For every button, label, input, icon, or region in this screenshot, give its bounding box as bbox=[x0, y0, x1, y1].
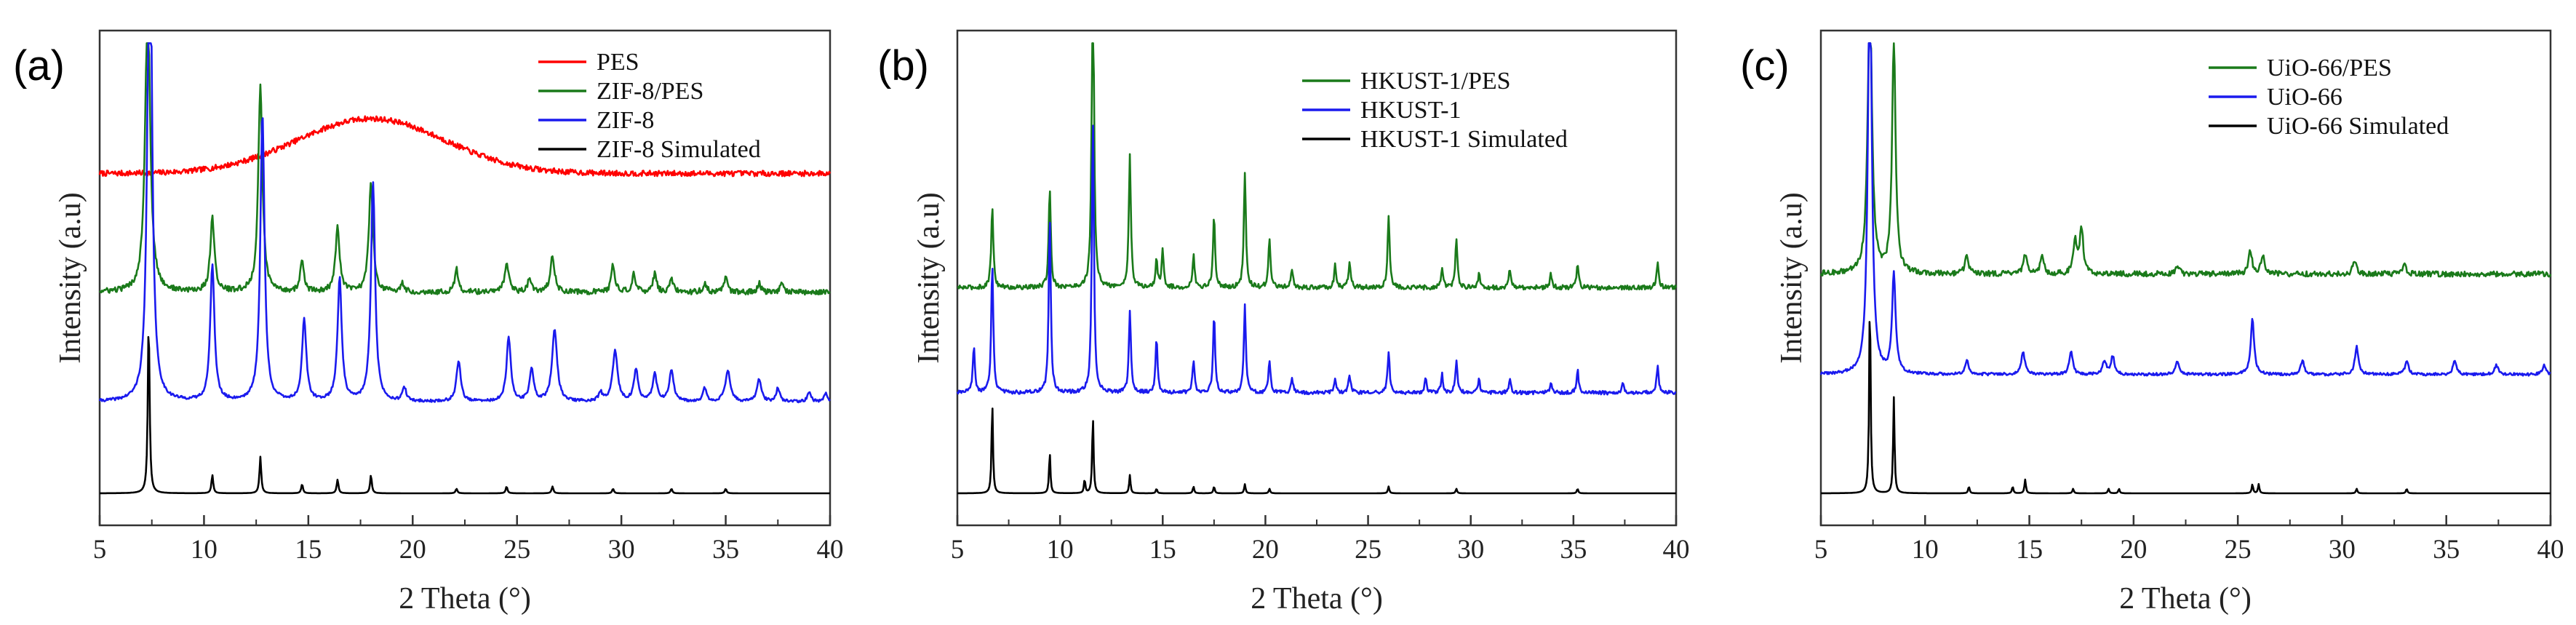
panel-a-legend-label: PES bbox=[597, 49, 639, 76]
panel-c-x-tick-label: 10 bbox=[1912, 535, 1939, 565]
panel-a-x-axis: 5 10 15 20 25 30 35 40 bbox=[93, 515, 844, 565]
panel-b-label: (b) bbox=[877, 42, 929, 89]
panel-c-plot-area bbox=[1819, 42, 2552, 495]
panel-c-x-axis-title: 2 Theta (°) bbox=[2119, 582, 2252, 616]
panel-a-plot-area bbox=[98, 42, 832, 495]
panel-b-frame bbox=[956, 29, 1678, 527]
panel-a-x-axis-title: 2 Theta (°) bbox=[399, 582, 531, 616]
panel-b-legend-label: HKUST-1 Simulated bbox=[1360, 126, 1568, 153]
panel-b-x-tick-label: 15 bbox=[1149, 535, 1176, 565]
panel-c-legend-label: UiO-66 Simulated bbox=[2267, 113, 2449, 140]
panel-c-legend-label: UiO-66/PES bbox=[2267, 55, 2392, 81]
panel-b-legend-label: HKUST-1/PES bbox=[1360, 68, 1511, 95]
panel-a-legend-label: ZIF-8 Simulated bbox=[597, 136, 761, 163]
panel-a-series-pes bbox=[98, 115, 832, 178]
panel-b-x-tick-label: 10 bbox=[1047, 535, 1074, 565]
panel-c-x-tick-label: 5 bbox=[1814, 535, 1828, 565]
panel-b-x-tick-label: 40 bbox=[1663, 535, 1690, 565]
panel-a-y-axis-title: Intensity (a.u) bbox=[54, 192, 87, 364]
panel-a-legend-label: ZIF-8/PES bbox=[597, 78, 703, 105]
panel-c-x-tick-label: 35 bbox=[2433, 535, 2460, 565]
panel-c-legend-label: UiO-66 bbox=[2267, 84, 2342, 111]
panel-a-frame bbox=[98, 29, 832, 527]
panel-a-x-tick-label: 5 bbox=[93, 535, 107, 565]
panel-a-legend-label: ZIF-8 bbox=[597, 107, 654, 134]
panel-b-x-tick-label: 5 bbox=[951, 535, 965, 565]
panel-b-series-hkust-1 bbox=[956, 124, 1677, 396]
panel-b-x-tick-label: 35 bbox=[1560, 535, 1587, 565]
panel-a-series-zif-8-simulated bbox=[99, 335, 831, 495]
panel-c-x-tick-label: 40 bbox=[2537, 535, 2564, 565]
panel-c-series-uio-66-simulated bbox=[1820, 321, 2551, 495]
panel-b-y-axis-title: Intensity (a.u) bbox=[912, 192, 946, 364]
panel-b-x-axis: 5 10 15 20 25 30 35 40 bbox=[951, 515, 1690, 565]
panel-c-x-tick-label: 20 bbox=[2120, 535, 2147, 565]
panel-c-x-tick-label: 30 bbox=[2329, 535, 2356, 565]
panel-a-series-zif-8-pes bbox=[98, 42, 831, 296]
panel-b-x-tick-label: 30 bbox=[1457, 535, 1484, 565]
panel-b-series-hkust-1-pes bbox=[957, 42, 1678, 291]
panel-c-series-uio-66 bbox=[1819, 42, 2551, 377]
panel-b-legend-label: HKUST-1 bbox=[1360, 97, 1462, 124]
panel-c-series-uio-66-pes bbox=[1819, 42, 2552, 278]
panel-a-x-tick-label: 15 bbox=[295, 535, 322, 565]
panel-b-x-axis-title: 2 Theta (°) bbox=[1251, 582, 1383, 616]
panel-c-label: (c) bbox=[1740, 42, 1790, 89]
panel-c-y-axis-title: Intensity (a.u) bbox=[1775, 192, 1809, 364]
panel-c-frame bbox=[1819, 29, 2552, 527]
panel-a: (a) 5 10 15 20 25 30 35 40 2 Theta (°) Intensit… bbox=[13, 29, 844, 616]
panel-b: (b) 5 10 15 20 25 30 35 40 2 Theta (°) Intensit… bbox=[877, 29, 1690, 616]
panel-c: (c) 5 10 15 20 25 30 35 40 2 Theta (°) Intensit… bbox=[1740, 29, 2564, 616]
panel-a-series-zif-8 bbox=[98, 42, 831, 404]
panel-a-x-tick-label: 35 bbox=[712, 535, 739, 565]
panel-a-x-tick-label: 40 bbox=[817, 535, 844, 565]
panel-a-x-tick-label: 10 bbox=[191, 535, 218, 565]
panel-a-x-tick-label: 20 bbox=[399, 535, 426, 565]
panel-a-label: (a) bbox=[13, 42, 65, 89]
panel-b-x-tick-label: 25 bbox=[1355, 535, 1381, 565]
panel-b-plot-area bbox=[956, 42, 1678, 495]
panel-c-x-tick-label: 25 bbox=[2225, 535, 2252, 565]
panel-a-x-tick-label: 30 bbox=[608, 535, 635, 565]
panel-c-x-axis: 5 10 15 20 25 30 35 40 bbox=[1814, 515, 2564, 565]
panel-a-x-tick-label: 25 bbox=[503, 535, 530, 565]
panel-c-x-tick-label: 15 bbox=[2016, 535, 2043, 565]
panel-b-series-hkust-1-simulated bbox=[957, 407, 1677, 495]
panel-b-x-tick-label: 20 bbox=[1252, 535, 1279, 565]
